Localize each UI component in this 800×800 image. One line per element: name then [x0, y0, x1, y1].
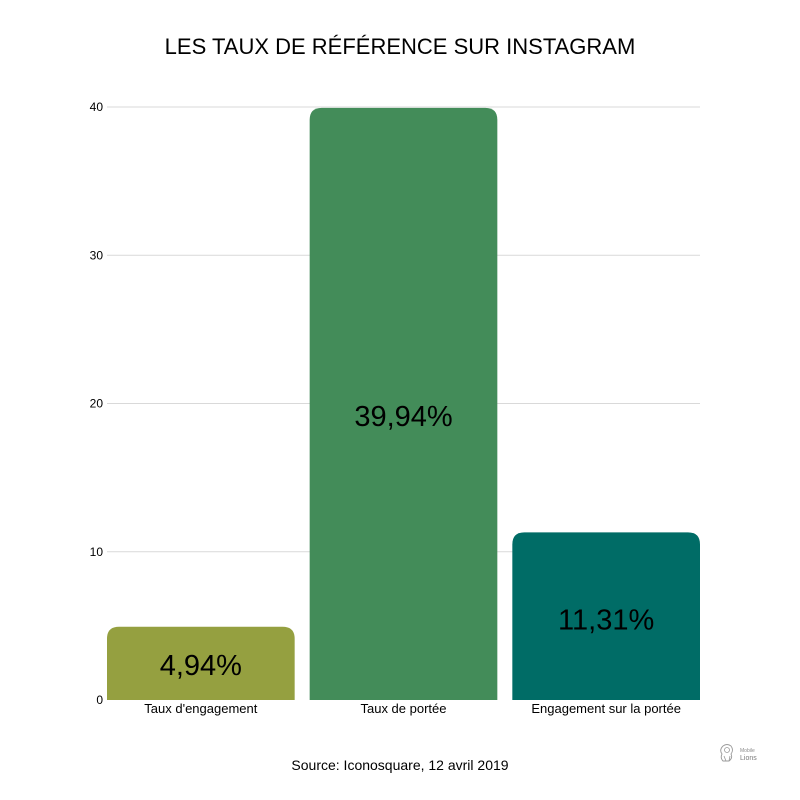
- labels: 0 10 20 30 40 4,94% Taux d'engagement 39,94% Tau…: [90, 100, 681, 716]
- data-label: 11,31%: [558, 605, 654, 637]
- bar: [512, 532, 700, 700]
- logo-text: Lions: [740, 755, 757, 762]
- y-tick-label: 30: [90, 248, 104, 262]
- lion-logo-icon: Mobile Lions: [719, 742, 763, 766]
- x-tick-label: Taux d'engagement: [144, 701, 257, 716]
- chart-title: LES TAUX DE RÉFÉRENCE SUR INSTAGRAM: [164, 34, 636, 59]
- y-tick-label: 0: [96, 693, 103, 707]
- y-tick-label: 20: [90, 397, 104, 411]
- chart-source: Source: Iconosquare, 12 avril 2019: [291, 757, 509, 773]
- logo-subtext: Mobile: [740, 748, 755, 754]
- bars: [107, 107, 700, 700]
- x-tick-label: Engagement sur la portée: [531, 701, 681, 716]
- bar: [309, 107, 498, 700]
- y-tick-label: 40: [90, 100, 104, 114]
- bar: [107, 626, 295, 700]
- data-label: 39,94%: [354, 401, 452, 433]
- y-tick-label: 10: [90, 545, 104, 559]
- x-tick-label: Taux de portée: [360, 701, 446, 716]
- data-label: 4,94%: [160, 650, 242, 682]
